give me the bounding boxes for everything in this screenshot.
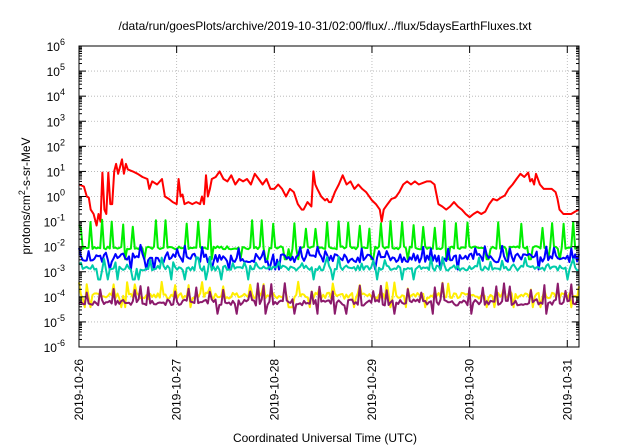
y-tick-base: 10 [47, 115, 61, 129]
y-axis-label: protons/cm2-s-sr-MeV [17, 137, 33, 254]
series-line-5 [78, 282, 580, 315]
chart-title: /data/run/goesPlots/archive/2019-10-31/0… [119, 19, 533, 33]
y-tick-base: 10 [44, 266, 58, 280]
y-tick-label: 10-1 [44, 213, 65, 230]
x-tick-label: 2019-10-26 [72, 359, 86, 421]
y-tick-label: 105 [47, 62, 65, 79]
y-tick-exponent: 1 [60, 162, 65, 172]
y-tick-base: 10 [44, 216, 58, 230]
x-tick-label: 2019-10-30 [463, 359, 477, 421]
x-tick-label: 2019-10-28 [267, 359, 281, 421]
y-tick-label: 104 [47, 87, 65, 104]
y-tick-base: 10 [44, 241, 58, 255]
y-tick-label: 103 [47, 112, 65, 129]
series-group [78, 158, 580, 315]
y-tick-exponent: 4 [60, 87, 65, 97]
series-line-4 [78, 280, 580, 309]
y-tick-exponent: 6 [60, 37, 65, 47]
y-tick-label: 10-4 [44, 288, 65, 305]
y-tick-exponent: 5 [60, 62, 65, 72]
y-tick-exponent: 3 [60, 112, 65, 122]
y-tick-exponent: -4 [57, 288, 65, 298]
y-tick-exponent: -2 [57, 238, 65, 248]
y-tick-base: 10 [47, 165, 61, 179]
y-tick-exponent: -6 [57, 338, 65, 348]
series-line-0 [78, 158, 580, 227]
y-tick-label: 10-5 [44, 313, 65, 330]
x-axis-ticks: 2019-10-26 2019-10-27 2019-10-28 2019-10-29… [72, 46, 574, 420]
y-tick-exponent: 0 [60, 188, 65, 198]
y-axis-label-rest: -s-sr-MeV [19, 137, 33, 190]
y-tick-label: 10-2 [44, 238, 65, 255]
plot-frame [78, 45, 580, 348]
y-tick-exponent: 2 [60, 137, 65, 147]
y-tick-label: 102 [47, 137, 65, 154]
y-tick-label: 100 [47, 188, 65, 205]
y-tick-exponent: -5 [57, 313, 65, 323]
series-line-3 [78, 255, 580, 281]
y-tick-label: 106 [47, 37, 65, 54]
y-tick-base: 10 [47, 140, 61, 154]
y-tick-base: 10 [44, 316, 58, 330]
y-tick-base: 10 [47, 90, 61, 104]
y-tick-label: 101 [47, 162, 65, 179]
y-tick-label: 10-3 [44, 263, 65, 280]
series-line-1 [78, 218, 580, 261]
y-tick-exponent: -1 [57, 213, 65, 223]
y-tick-base: 10 [44, 341, 58, 355]
y-tick-base: 10 [47, 191, 61, 205]
y-tick-base: 10 [47, 65, 61, 79]
y-tick-base: 10 [47, 40, 61, 54]
x-tick-label: 2019-10-29 [365, 359, 379, 421]
y-axis-label-sup: 2 [17, 190, 27, 195]
y-axis-label-main: protons/cm [19, 195, 33, 254]
x-tick-label: 2019-10-31 [560, 359, 574, 421]
y-axis-ticks: 10-610-510-410-310-210-11001011021031041… [44, 37, 579, 355]
x-axis-label: Coordinated Universal Time (UTC) [233, 431, 417, 445]
y-tick-label: 10-6 [44, 338, 65, 355]
x-tick-label: 2019-10-27 [170, 359, 184, 421]
y-tick-exponent: -3 [57, 263, 65, 273]
y-tick-base: 10 [44, 291, 58, 305]
